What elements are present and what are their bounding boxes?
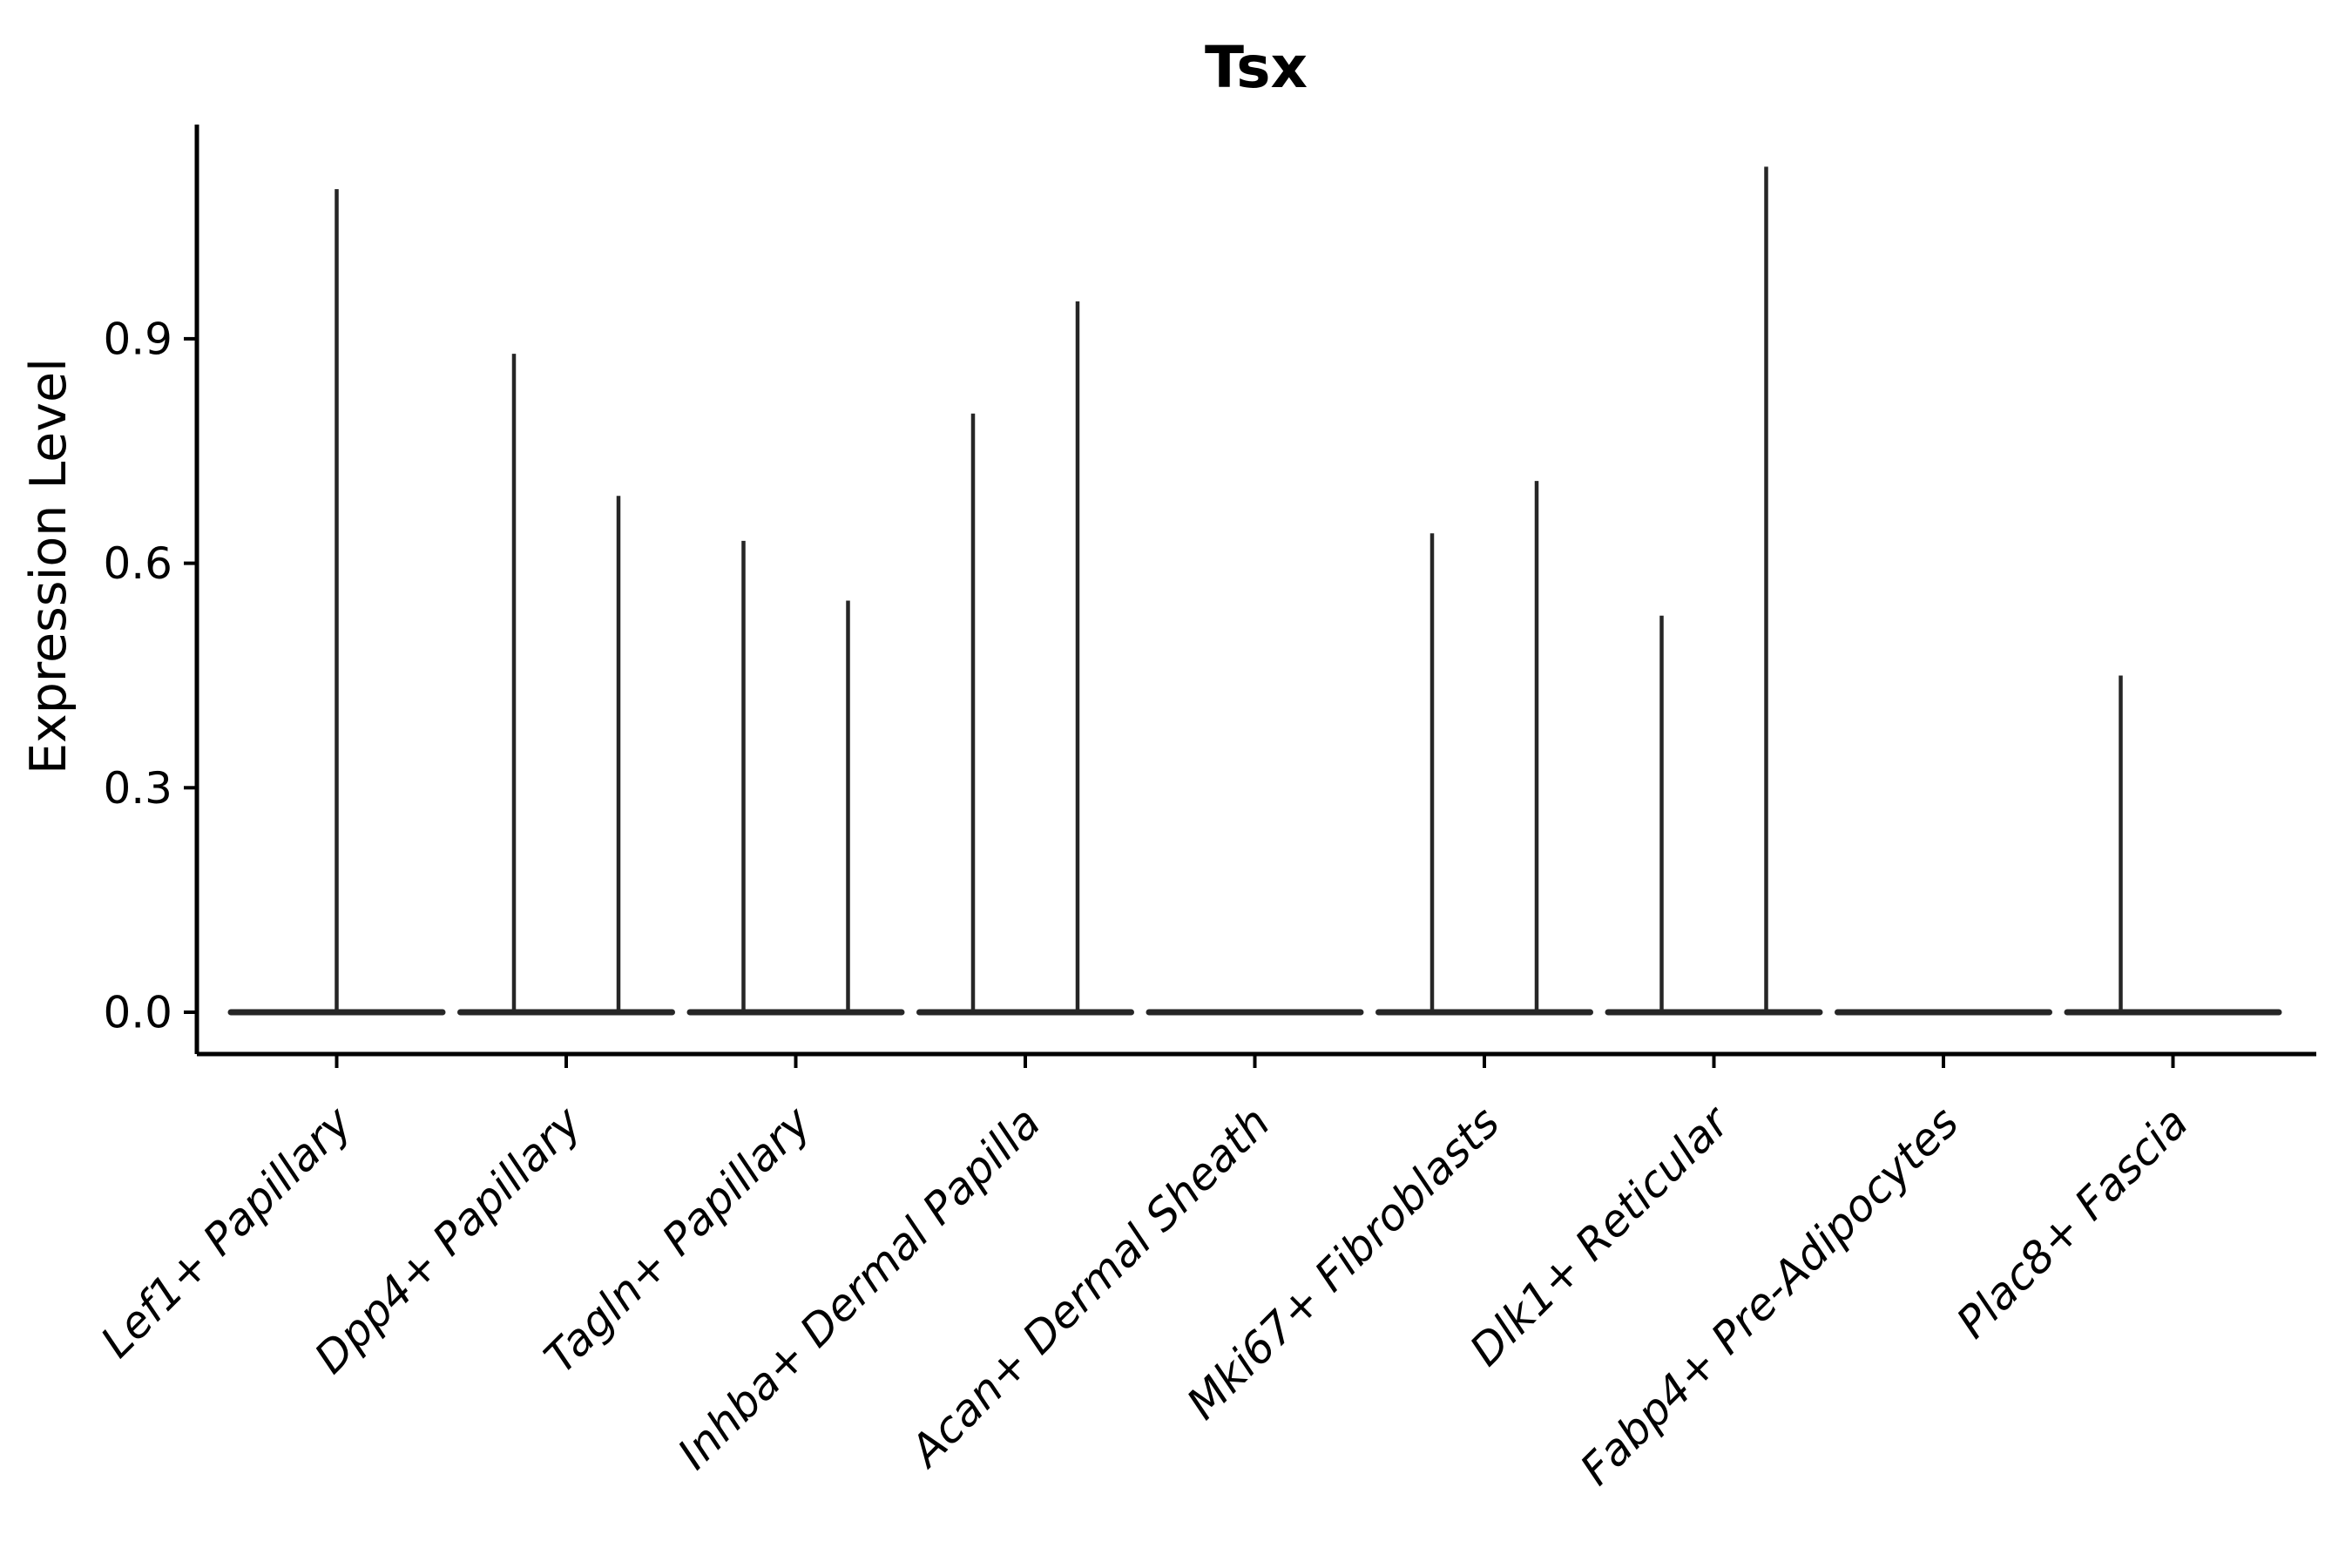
violin-layer	[227, 166, 2282, 1016]
x-tick-label: Fabp4+ Pre-Adipocytes	[1571, 1097, 1969, 1495]
y-tick-label: 0.3	[103, 763, 172, 814]
x-tick-label: Inhba+ Dermal Papilla	[668, 1097, 1050, 1478]
x-tick-label: Plac8+ Fascia	[1947, 1097, 2198, 1348]
y-tick-label: 0.9	[103, 314, 172, 364]
y-axis-label: Expression Level	[20, 358, 78, 774]
chart-title: Tsx	[1205, 34, 1308, 101]
y-tick-label: 0.6	[103, 538, 172, 589]
y-tick-label: 0.0	[103, 988, 172, 1038]
x-tick-label: Lef1+ Papillary	[91, 1096, 362, 1367]
